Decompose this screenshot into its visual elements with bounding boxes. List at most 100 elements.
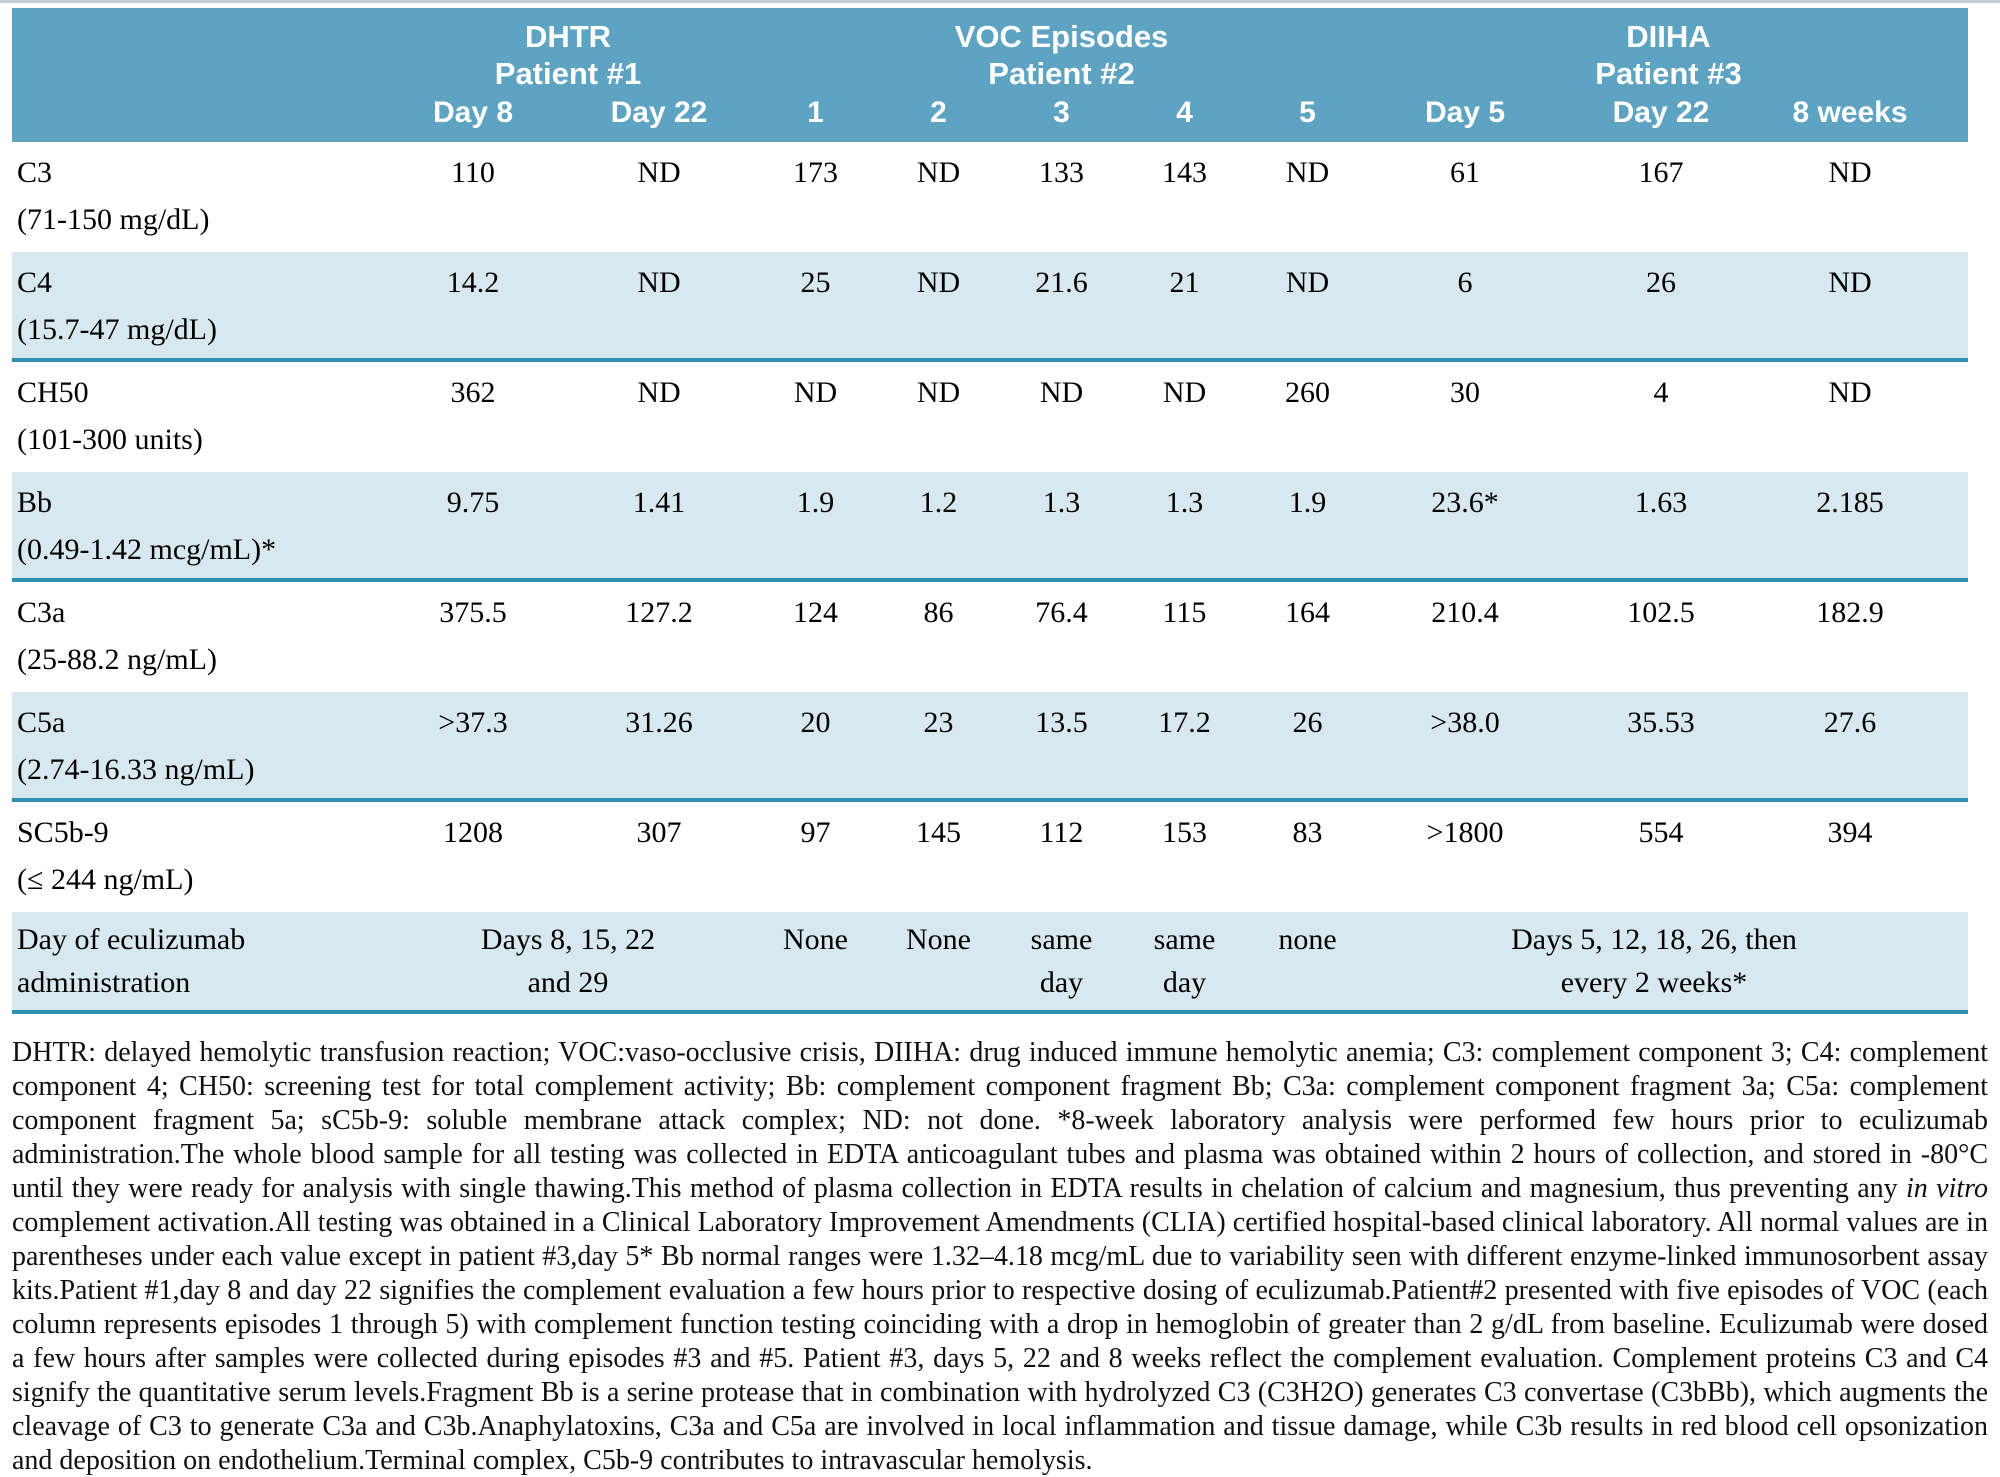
cell-value: ND	[1828, 266, 1872, 299]
footnote-text-part1: DHTR: delayed hemolytic transfusion reac…	[12, 1037, 1988, 1204]
dosing-line2: and 29	[527, 966, 609, 999]
dosing-line1: None	[783, 923, 848, 956]
cell-value: 167	[1638, 156, 1684, 189]
cell-value: 1208	[443, 816, 503, 849]
cell-value: ND	[916, 376, 961, 409]
table-footnote: DHTR: delayed hemolytic transfusion reac…	[12, 1036, 1988, 1477]
cell-value: 133	[1039, 156, 1084, 189]
cell-value: 31.26	[625, 706, 693, 739]
cell-value: 127.2	[625, 596, 693, 629]
header-group-subtitle: Patient #3	[1595, 56, 1742, 91]
table-row: SC5b-9 1208 307 97 145 112 153 83 >1800 554 394 (≤ …	[12, 802, 1968, 912]
column-header-p3-day22: Day 22	[1612, 96, 1710, 129]
header-group-title: DIIHA	[1626, 19, 1711, 54]
table-row: CH50 362 ND ND ND ND ND 260 30 4 ND (101-300 units)	[12, 362, 1968, 472]
cell-value: 375.5	[439, 596, 507, 629]
cell-value: 14.2	[446, 266, 500, 299]
dosing-line1: Days 8, 15, 22	[480, 923, 656, 956]
cell-value: 164	[1285, 596, 1330, 629]
dosing-episode3: same day	[1000, 912, 1123, 1010]
header-groups: DHTR Patient #1 VOC Episodes Patient #2 …	[12, 18, 1968, 92]
cell-value: ND	[916, 156, 961, 189]
cell-value: 260	[1285, 376, 1330, 409]
header-group-title: VOC Episodes	[954, 19, 1169, 54]
cell-value: 307	[636, 816, 682, 849]
cell-value: 124	[793, 596, 838, 629]
header-group-title: DHTR	[524, 19, 612, 54]
cell-value: 1.9	[1288, 486, 1327, 519]
dosing-line2: day	[1162, 966, 1207, 999]
cell-value: 112	[1039, 816, 1084, 849]
header-group-subtitle: Patient #1	[494, 56, 642, 91]
header-spacer	[12, 18, 382, 92]
cell-value: 6	[1457, 266, 1473, 299]
header-group-patient2: VOC Episodes Patient #2	[754, 18, 1369, 92]
cell-value: 1.9	[796, 486, 835, 519]
cell-value: 4	[1653, 376, 1669, 409]
row-label: C5a	[17, 706, 66, 739]
dosing-line1: none	[1278, 923, 1337, 956]
cell-value: 145	[916, 816, 961, 849]
cell-value: 102.5	[1627, 596, 1695, 629]
row-reference-range: (≤ 244 ng/mL)	[17, 863, 194, 896]
cell-value: 115	[1162, 596, 1207, 629]
eculizumab-administration-row: Day of eculizumab administration Days 8,…	[12, 912, 1968, 1014]
row-label: Bb	[17, 486, 53, 519]
cell-value: 83	[1292, 816, 1323, 849]
cell-value: 35.53	[1627, 706, 1695, 739]
row-spacer	[1939, 912, 1968, 1010]
row-label: C4	[17, 266, 53, 299]
dosing-episode5: none	[1246, 912, 1369, 1010]
cell-value: 1.2	[919, 486, 958, 519]
cell-value: >1800	[1426, 816, 1504, 849]
footnote-italic-in-vitro: in vitro	[1906, 1173, 1988, 1204]
cell-value: 394	[1827, 816, 1873, 849]
row-label: C3a	[17, 596, 66, 629]
header-spacer	[12, 96, 382, 130]
column-header-episode5: 5	[1299, 96, 1316, 129]
dosing-episode4: same day	[1123, 912, 1246, 1010]
table-row: C3a 375.5 127.2 124 86 76.4 115 164 210.4 102.5 18…	[12, 582, 1968, 692]
cell-value: 554	[1638, 816, 1684, 849]
cell-value: 1.41	[632, 486, 686, 519]
table-row: C5a >37.3 31.26 20 23 13.5 17.2 26 >38.0 35.53 27.…	[12, 692, 1968, 802]
row-label: Day of eculizumab administration	[12, 912, 382, 1010]
table-header: DHTR Patient #1 VOC Episodes Patient #2 …	[12, 8, 1968, 142]
cell-value: 182.9	[1816, 596, 1884, 629]
dosing-line1: None	[906, 923, 971, 956]
cell-value: ND	[637, 376, 681, 409]
cell-value: 23	[923, 706, 954, 739]
dosing-episode2: None	[877, 912, 1000, 1010]
dosing-line1: same	[1153, 923, 1216, 956]
cell-value: 110	[451, 156, 495, 189]
header-group-patient3: DIIHA Patient #3	[1369, 18, 1968, 92]
dosing-line1: Days 5, 12, 18, 26, then	[1511, 923, 1797, 956]
table-row: Bb 9.75 1.41 1.9 1.2 1.3 1.3 1.9 23.6* 1.63 2.185 (…	[12, 472, 1968, 582]
cell-value: ND	[1828, 376, 1872, 409]
row-reference-range: (25-88.2 ng/mL)	[17, 643, 217, 676]
row-label: CH50	[17, 376, 89, 409]
cell-value: ND	[916, 266, 961, 299]
cell-value: 362	[450, 376, 496, 409]
row-reference-range: (2.74-16.33 ng/mL)	[17, 753, 255, 786]
cell-value: ND	[637, 156, 681, 189]
cell-value: 86	[923, 596, 954, 629]
cell-value: 13.5	[1035, 706, 1088, 739]
cell-value: 27.6	[1823, 706, 1877, 739]
dosing-line2	[877, 967, 1000, 999]
cell-value: 153	[1162, 816, 1207, 849]
cell-value: 173	[793, 156, 838, 189]
cell-value: 17.2	[1158, 706, 1211, 739]
dosing-patient1: Days 8, 15, 22 and 29	[382, 912, 754, 1010]
footnote-text-part2: complement activation.All testing was ob…	[12, 1207, 1988, 1476]
row-reference-range: (101-300 units)	[17, 423, 203, 456]
dosing-line2: every 2 weeks*	[1560, 966, 1748, 999]
row-label-line1: Day of eculizumab	[17, 923, 246, 956]
cell-value: 23.6*	[1431, 486, 1499, 519]
table-body: C3 110 ND 173 ND 133 143 ND 61 167 ND (71-150 mg/dL…	[12, 142, 1968, 912]
row-reference-range: (71-150 mg/dL)	[17, 203, 210, 236]
header-spacer	[1939, 96, 1968, 130]
cell-value: ND	[637, 266, 681, 299]
header-group-subtitle: Patient #2	[988, 56, 1135, 91]
